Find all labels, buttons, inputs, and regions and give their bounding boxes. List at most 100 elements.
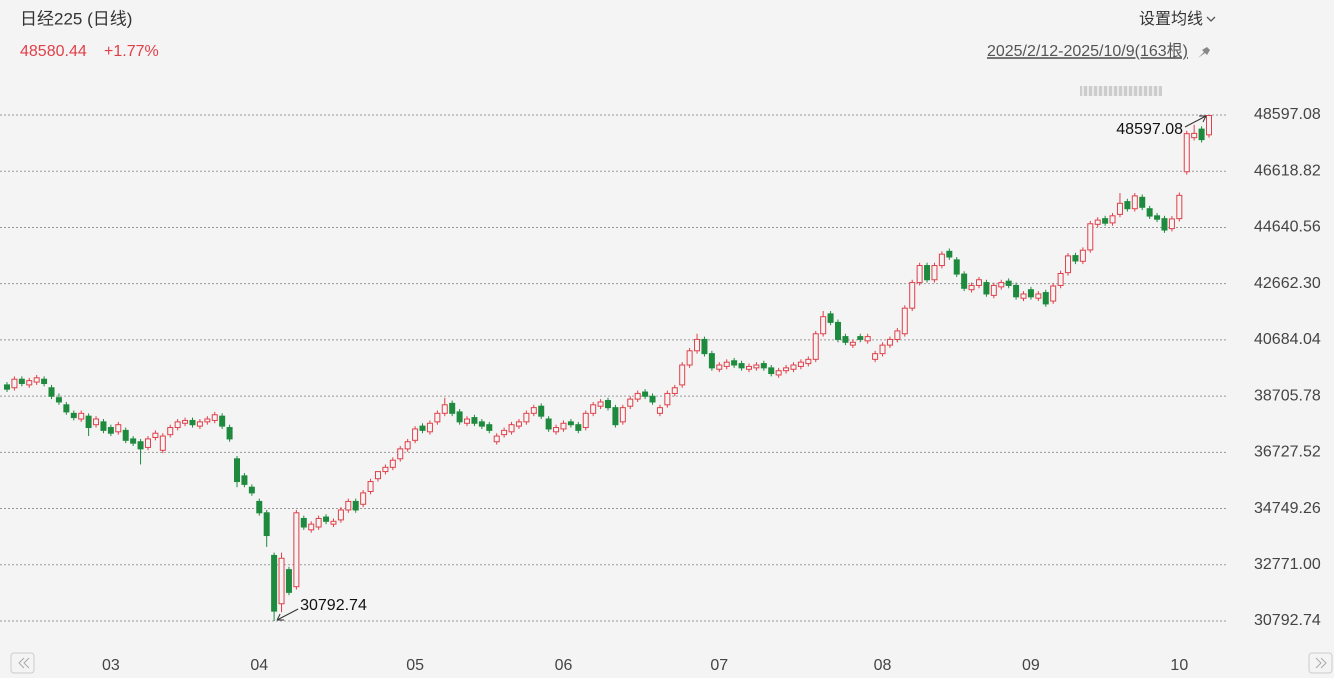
candle-body — [649, 395, 656, 403]
candle-body — [738, 363, 745, 369]
candle-body — [938, 253, 945, 267]
candle-body — [1124, 201, 1131, 210]
x-tick-label: 07 — [710, 657, 728, 674]
x-tick-label: 10 — [1170, 657, 1188, 674]
candle-body — [204, 418, 211, 423]
y-tick-label: 42662.30 — [1254, 275, 1321, 292]
candle-body — [805, 358, 812, 365]
x-tick-label: 03 — [102, 657, 120, 674]
candle-body — [11, 378, 18, 389]
dropdown-icon[interactable] — [1206, 16, 1216, 22]
candle-body — [1191, 132, 1198, 139]
y-tick-label: 36727.52 — [1254, 444, 1321, 461]
candle-body — [434, 412, 441, 423]
candle-body — [1154, 215, 1161, 220]
x-tick-label: 08 — [874, 657, 892, 674]
candle-body — [671, 387, 678, 394]
candle-body — [812, 333, 819, 360]
candle-body — [872, 353, 879, 360]
candle-body — [78, 412, 85, 420]
candle-body — [508, 424, 515, 433]
candle-body — [560, 422, 567, 430]
candle-body — [686, 350, 693, 366]
candle-body — [501, 429, 508, 436]
candle-body — [590, 404, 597, 414]
candle-body — [575, 424, 582, 431]
candle-body — [449, 402, 456, 414]
candle-body — [1206, 114, 1212, 136]
candle-body — [886, 338, 893, 346]
scroll-right[interactable] — [1308, 652, 1333, 674]
candle-body — [456, 411, 463, 423]
candle-body — [931, 265, 938, 281]
candle-body — [716, 364, 723, 370]
candle-body — [337, 509, 344, 521]
candle-body — [226, 427, 233, 440]
candle-body — [48, 387, 55, 397]
candle-body — [545, 418, 552, 430]
candle-body — [820, 316, 827, 335]
candle-body — [634, 392, 641, 400]
candle-body — [523, 412, 530, 423]
candle-body — [553, 427, 560, 433]
candle-body — [234, 458, 241, 483]
pin-icon[interactable] — [1198, 47, 1210, 58]
y-tick-label: 30792.74 — [1254, 612, 1321, 629]
candle-body — [708, 353, 715, 369]
candle-body — [100, 421, 107, 431]
candle-body — [1176, 194, 1183, 220]
candle-body — [745, 365, 752, 370]
candle-body — [864, 336, 871, 342]
candle-body — [382, 466, 389, 473]
candle-body — [538, 405, 545, 417]
candle-body — [701, 338, 708, 355]
candle-body — [308, 523, 315, 531]
candle-body — [115, 424, 122, 433]
candle-body — [419, 425, 426, 431]
candle-body — [330, 520, 337, 525]
date-range[interactable]: 2025/2/12-2025/10/9(163根) — [987, 42, 1188, 60]
candle-body — [367, 481, 374, 492]
candle-body — [345, 500, 352, 511]
candle-body — [107, 427, 114, 434]
zoom-slider[interactable] — [1080, 86, 1162, 96]
candle-body — [137, 441, 144, 450]
candle-body — [1072, 255, 1079, 262]
candle-body — [293, 512, 300, 588]
y-tick-label: 38705.78 — [1254, 387, 1321, 404]
candle-body — [85, 415, 92, 429]
candle-body — [189, 419, 196, 426]
y-tick-label: 48597.08 — [1254, 106, 1321, 123]
candle-body — [916, 265, 923, 284]
candle-body — [515, 421, 522, 427]
candle-body — [263, 512, 270, 537]
candle-body — [775, 370, 782, 376]
candle-body — [464, 418, 471, 424]
annotation-arrow — [276, 608, 299, 621]
candle-body — [41, 378, 48, 384]
candle-body — [953, 259, 960, 275]
ma-settings[interactable]: 设置均线 — [1139, 10, 1203, 28]
arrow-head — [276, 613, 285, 621]
high-label: 48597.08 — [1116, 121, 1183, 138]
candle-body — [1020, 293, 1027, 299]
y-tick-label: 40684.04 — [1254, 331, 1321, 348]
candle-body — [909, 282, 916, 309]
candle-body — [1109, 215, 1116, 224]
last-price: 48580.44 — [20, 43, 87, 60]
x-tick-label: 09 — [1022, 657, 1040, 674]
candle-body — [849, 341, 856, 346]
candle-body — [1087, 223, 1094, 251]
candle-body — [167, 427, 174, 436]
candle-body — [1146, 208, 1153, 217]
candle-body — [642, 391, 649, 397]
candle-body — [582, 412, 589, 429]
candle-body — [248, 486, 255, 494]
candle-body — [790, 364, 797, 370]
candle-body — [278, 557, 285, 605]
scroll-left[interactable] — [10, 652, 35, 674]
x-tick-label: 06 — [555, 657, 573, 674]
candle-body — [182, 419, 189, 424]
candle-body — [323, 516, 330, 522]
candle-body — [783, 367, 790, 372]
